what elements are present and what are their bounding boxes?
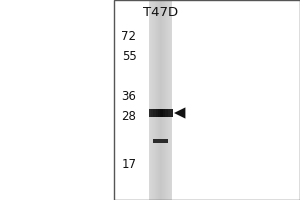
Bar: [155, 0, 156, 200]
Bar: [162, 0, 163, 200]
Bar: [163, 109, 165, 117]
Bar: [153, 139, 168, 143]
Bar: [149, 0, 150, 200]
Text: 55: 55: [122, 49, 136, 62]
Polygon shape: [174, 107, 185, 119]
Bar: [148, 0, 149, 200]
Text: 36: 36: [122, 90, 136, 102]
Bar: [168, 109, 170, 117]
Bar: [170, 109, 172, 117]
Bar: [154, 0, 155, 200]
Bar: [156, 0, 157, 200]
Bar: [156, 109, 158, 117]
Bar: [165, 109, 168, 117]
Bar: [152, 0, 153, 200]
Bar: [169, 0, 170, 200]
Bar: [157, 0, 158, 200]
Bar: [160, 0, 161, 200]
Bar: [167, 0, 168, 200]
Bar: [150, 0, 151, 200]
Bar: [153, 109, 156, 117]
Bar: [158, 109, 160, 117]
Bar: [160, 109, 163, 117]
Bar: [164, 0, 165, 200]
Bar: [158, 0, 159, 200]
Bar: [159, 0, 160, 200]
Bar: [151, 0, 152, 200]
Text: T47D: T47D: [143, 5, 178, 19]
Text: 72: 72: [122, 29, 136, 43]
Bar: [153, 0, 154, 200]
Bar: [151, 109, 153, 117]
Bar: [161, 0, 162, 200]
Text: 28: 28: [122, 110, 136, 123]
Bar: [170, 0, 171, 200]
Bar: [114, 0, 300, 200]
Bar: [163, 0, 164, 200]
Text: 17: 17: [122, 158, 136, 171]
Bar: [171, 0, 172, 200]
Bar: [168, 0, 169, 200]
Bar: [148, 109, 151, 117]
Bar: [165, 0, 166, 200]
